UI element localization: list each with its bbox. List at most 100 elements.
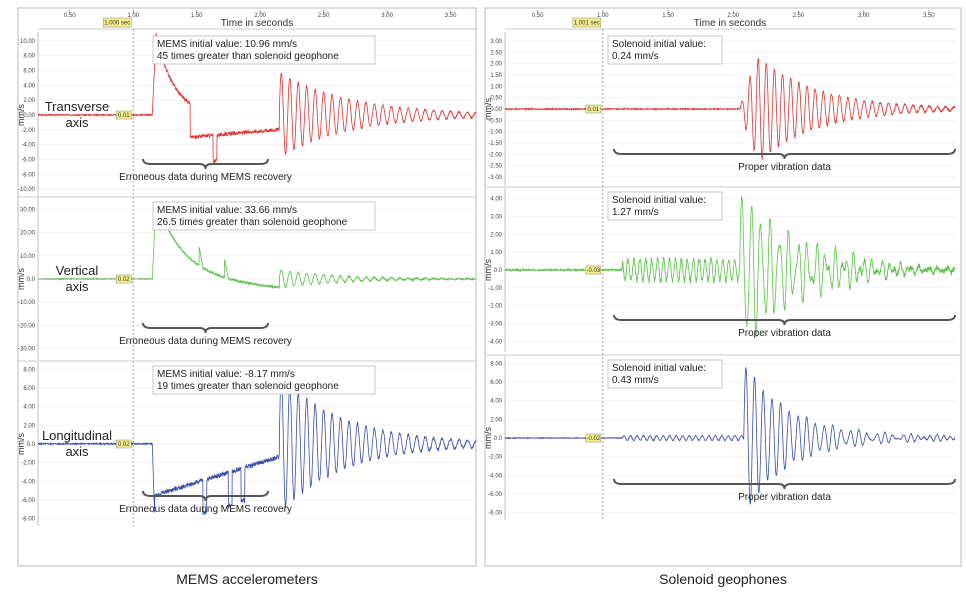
- panel-0-1: 30.00 20.00 10.00 0.0 -10.00 -20.00 -30.00 mm/s…: [16, 196, 477, 360]
- y-tick-label: 4.00: [490, 399, 502, 405]
- x-tick-label: 0.50: [64, 13, 76, 19]
- baseline-value: -0.03: [586, 268, 600, 274]
- y-axis-title: mm/s: [483, 259, 493, 281]
- baseline-badge: [115, 274, 132, 284]
- brace: [142, 158, 269, 170]
- chart-caption: Solenoid geophones: [659, 571, 787, 587]
- y-tick-label: -30.00: [18, 346, 36, 352]
- time-marker-badge: [102, 17, 132, 28]
- y-tick-label: 3.00: [490, 39, 502, 45]
- annotation-box: [152, 35, 376, 65]
- brace-note: Proper vibration data: [738, 162, 831, 173]
- x-tick-label: 2.00: [254, 13, 266, 19]
- x-axis-title: Time in seconds: [694, 18, 766, 29]
- y-tick-label: -8.00: [488, 511, 502, 517]
- annotation-text: 0.24 mm/s: [612, 51, 659, 62]
- chart-1: 0.50 1.00 1.50 2.00 2.50 3.00 3.50 Time in seco…: [483, 7, 962, 587]
- y-tick-label: 8.00: [23, 54, 35, 60]
- brace: [613, 314, 956, 326]
- y-tick-label: -2.00: [488, 455, 502, 461]
- y-axis-title: mm/s: [483, 98, 493, 120]
- brace-note: Erroneous data during MEMS recovery: [119, 336, 292, 347]
- series-line: [37, 376, 477, 516]
- annotation-text: 1.27 mm/s: [612, 207, 659, 218]
- baseline-badge: [115, 439, 132, 449]
- annotation-box: [152, 201, 376, 231]
- y-tick-label: -4.00: [21, 479, 35, 485]
- brace-note: Erroneous data during MEMS recovery: [119, 172, 292, 183]
- y-tick-label: -0.50: [488, 118, 502, 124]
- y-axis-title: mm/s: [16, 433, 26, 455]
- y-tick-label: 2.00: [490, 62, 502, 68]
- chart-frame: [484, 7, 962, 567]
- y-tick-label: -4.00: [21, 143, 35, 149]
- y-tick-label: 2.00: [490, 232, 502, 238]
- y-tick-label: 6.00: [490, 380, 502, 386]
- x-tick-label: 1.00: [127, 13, 139, 19]
- x-tick-label: 3.50: [445, 13, 457, 19]
- baseline-badge: [585, 104, 602, 114]
- baseline-value: 0.01: [587, 107, 599, 113]
- y-tick-label: 8.00: [490, 361, 502, 367]
- y-tick-label: 2.00: [490, 417, 502, 423]
- axis-name-label: Vertical: [56, 263, 99, 278]
- y-tick-label: 2.50: [490, 50, 502, 56]
- annotation-text: 45 times greater than solenoid geophone: [157, 51, 339, 62]
- series-line: [37, 33, 477, 163]
- annotation-text: 19 times greater than solenoid geophone: [157, 381, 339, 392]
- brace: [142, 322, 269, 334]
- y-tick-label: 4.00: [23, 83, 35, 89]
- y-axis-title: mm/s: [483, 427, 493, 449]
- x-tick-label: 1.50: [191, 13, 203, 19]
- y-tick-label: -2.00: [488, 152, 502, 158]
- y-tick-label: -4.00: [488, 473, 502, 479]
- y-tick-label: -2.00: [488, 304, 502, 310]
- annotation-box: [607, 359, 723, 389]
- annotation-text: MEMS initial value: 10.96 mm/s: [157, 39, 297, 50]
- y-tick-label: 8.00: [23, 367, 35, 373]
- y-tick-label: 10.00: [20, 39, 36, 45]
- x-tick-label: 3.50: [923, 13, 935, 19]
- brace-note: Proper vibration data: [738, 328, 831, 339]
- panel-1-0: 3.00 2.50 2.00 1.50 1.00 0.50 0.00 -0.50 -1.00 -1…: [483, 32, 956, 186]
- y-tick-label: -3.00: [488, 321, 502, 327]
- brace: [613, 478, 956, 490]
- y-tick-label: 0.0: [27, 277, 36, 283]
- annotation-text: Solenoid initial value:: [612, 363, 706, 374]
- y-tick-label: 2.00: [23, 98, 35, 104]
- y-tick-label: -6.00: [488, 492, 502, 498]
- y-tick-label: 1.00: [490, 84, 502, 90]
- y-tick-label: -1.50: [488, 141, 502, 147]
- y-tick-label: 0.0: [494, 436, 503, 442]
- panel-1-2: 8.00 6.00 4.00 2.00 0.0 -2.00 -4.00 -6.00 -8.00 m…: [483, 354, 961, 520]
- x-tick-label: 2.00: [727, 13, 739, 19]
- axis-name-label: Longitudinal: [42, 428, 112, 443]
- brace-note: Proper vibration data: [738, 492, 831, 503]
- time-marker-label: 1.000 sec: [104, 21, 130, 27]
- y-tick-label: 3.00: [490, 215, 502, 221]
- annotation-text: Solenoid initial value:: [612, 39, 706, 50]
- y-tick-label: 0.00: [23, 113, 35, 119]
- y-tick-label: 2.00: [23, 423, 35, 429]
- axis-name-label: Transverse: [45, 99, 110, 114]
- y-tick-label: 20.00: [20, 231, 36, 237]
- baseline-value: -0.02: [586, 436, 600, 442]
- y-tick-label: -2.00: [21, 128, 35, 134]
- y-tick-label: 10.00: [20, 254, 36, 260]
- brace-note: Erroneous data during MEMS recovery: [119, 504, 292, 515]
- x-tick-label: 3.00: [381, 13, 393, 19]
- baseline-badge: [115, 110, 132, 120]
- y-tick-label: -1.00: [488, 130, 502, 136]
- y-axis-title: mm/s: [16, 104, 26, 126]
- y-tick-label: -1.00: [488, 286, 502, 292]
- x-tick-label: 1.00: [597, 13, 609, 19]
- annotation-text: 26.5 times greater than solenoid geophon…: [157, 217, 348, 228]
- baseline-badge: [585, 433, 602, 443]
- chart-0: 0.50 1.00 1.50 2.00 2.50 3.00 3.50 Time in seco…: [16, 7, 477, 587]
- y-tick-label: -20.00: [18, 323, 36, 329]
- x-tick-label: 2.50: [318, 13, 330, 19]
- axis-name-label: axis: [65, 115, 89, 130]
- annotation-box: [607, 35, 723, 65]
- axis-name-label: axis: [65, 279, 89, 294]
